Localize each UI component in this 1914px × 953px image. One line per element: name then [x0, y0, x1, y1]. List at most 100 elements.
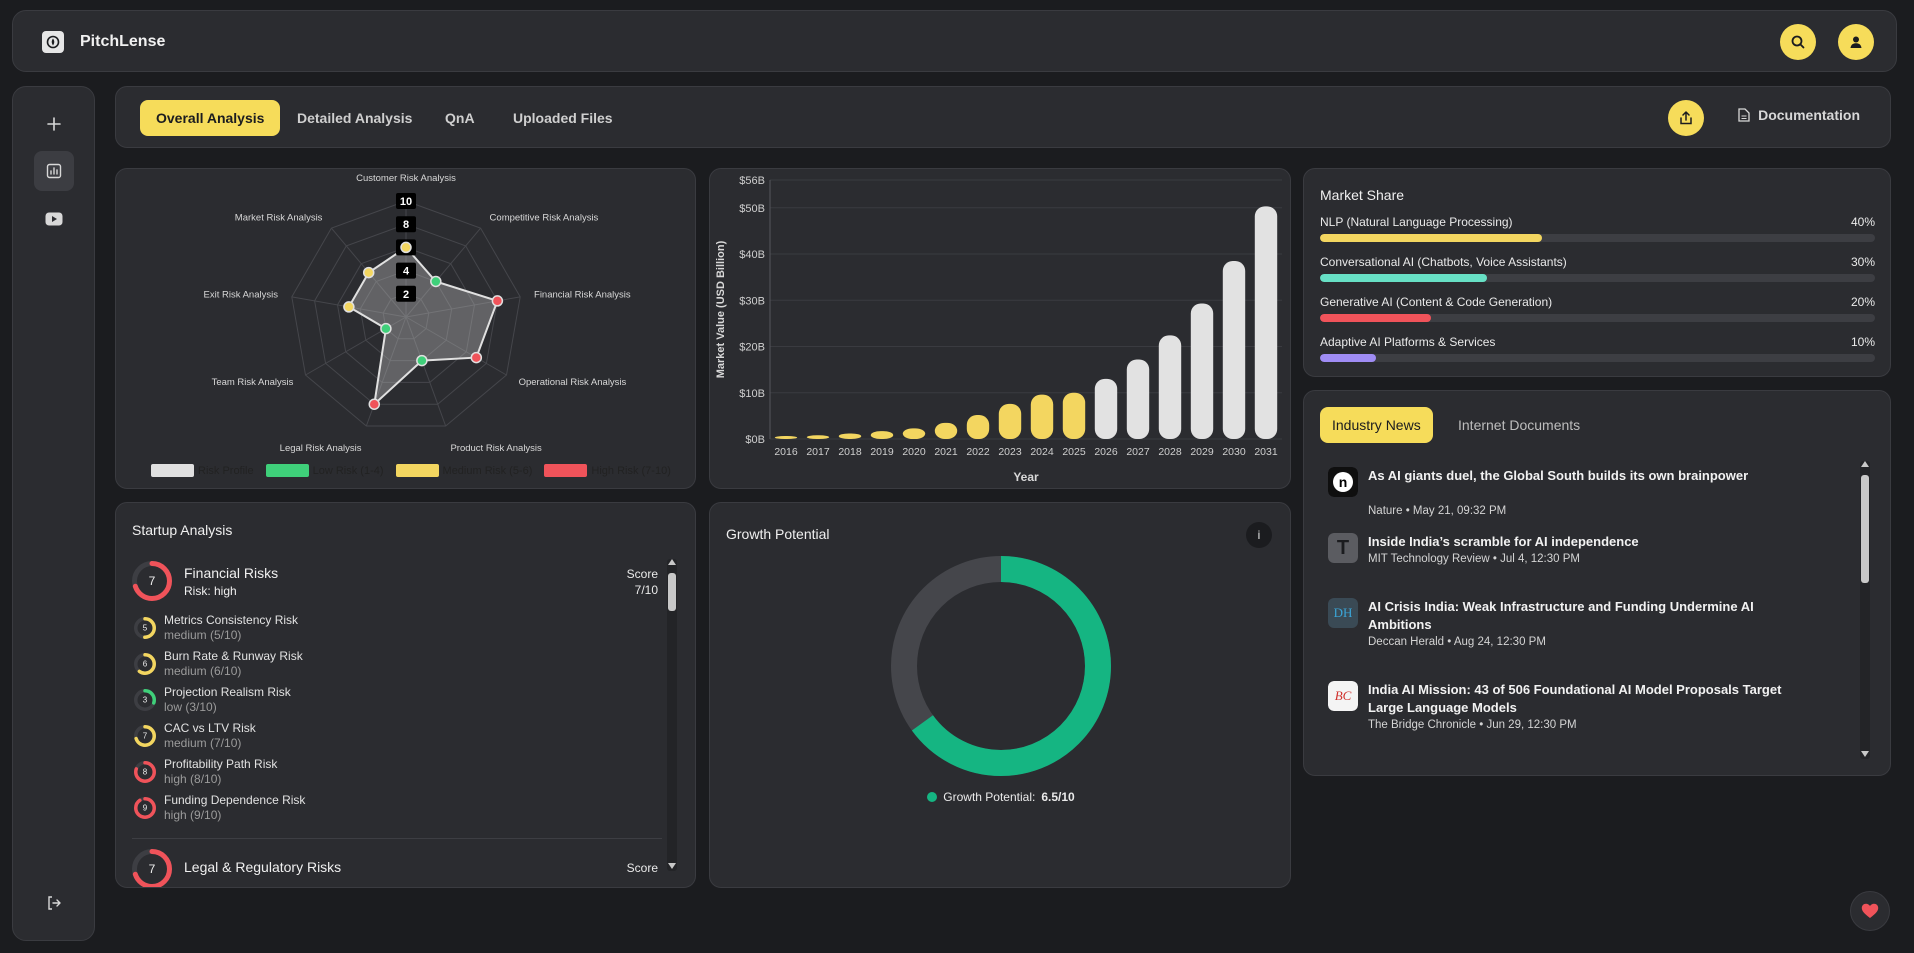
dashboard-button[interactable] [34, 151, 74, 191]
radar-point [400, 241, 412, 254]
new-analysis-button[interactable] [34, 104, 74, 144]
radar-tick-label: 2 [403, 289, 409, 301]
bar-2024 [1030, 394, 1054, 439]
sub-risk-level: high (8/10) [164, 772, 222, 786]
video-button[interactable] [34, 199, 74, 239]
sub-risk-item[interactable]: 7 CAC vs LTV Risk medium (7/10) [134, 721, 584, 757]
sub-risk-ring-svg: 7 [134, 725, 156, 747]
radar-axis-label: Legal Risk Analysis [280, 443, 362, 454]
sub-risk-item[interactable]: 6 Burn Rate & Runway Risk medium (6/10) [134, 649, 584, 685]
radar-spoke [405, 316, 447, 427]
tab-industry-news[interactable]: Industry News [1320, 407, 1433, 443]
documentation-label: Documentation [1758, 107, 1860, 123]
market-value-bar-chart: $0B $10B $20B $30B $40B $50B $56B 2016 2017 2018 2… [715, 175, 1282, 484]
bar-2028 [1158, 335, 1182, 439]
bar-ytick-label: $40B [739, 249, 765, 261]
radar-tick-bg [396, 285, 416, 302]
startup-scrollbar[interactable] [667, 559, 677, 871]
news-title[interactable]: India AI Mission: 43 of 506 Foundational… [1368, 682, 1782, 715]
sub-risk-item[interactable]: 3 Projection Realism Risk low (3/10) [134, 685, 584, 721]
sub-risk-name: Projection Realism Risk [164, 685, 291, 699]
app-name: PitchLense [80, 33, 166, 50]
news-scrollbar[interactable] [1860, 461, 1870, 759]
svg-text:9: 9 [143, 804, 148, 813]
tab-overall-analysis[interactable]: Overall Analysis [140, 100, 281, 136]
sub-risk-level: low (3/10) [164, 700, 217, 714]
radar-point [416, 354, 428, 367]
scroll-down-arrow-icon[interactable] [1861, 751, 1869, 757]
bar-chart-icon [46, 163, 62, 179]
radar-grid-ring [336, 246, 476, 383]
logout-button[interactable] [34, 883, 74, 923]
bar-ytick-label: $10B [739, 388, 765, 400]
news-title[interactable]: Inside India’s scramble for AI independe… [1368, 534, 1639, 549]
sub-risk-ring: 7 [134, 725, 156, 752]
radar-axis-label: Financial Risk Analysis [534, 289, 631, 300]
market-share-fill [1320, 274, 1487, 282]
market-share-percent: 10% [1850, 335, 1875, 349]
scroll-up-arrow-icon[interactable] [668, 559, 676, 565]
startup-scroll-thumb[interactable] [668, 573, 676, 611]
market-share-percent: 20% [1850, 295, 1875, 309]
sub-risk-item[interactable]: 5 Metrics Consistency Risk medium (5/10) [134, 613, 584, 649]
tab-detailed-analysis[interactable]: Detailed Analysis [297, 110, 413, 126]
risk-category-legal-regulatory[interactable]: 7 Legal & Regulatory Risks Score [132, 849, 672, 887]
sub-risk-ring: 6 [134, 653, 156, 680]
radar-axis-label: Exit Risk Analysis [204, 289, 279, 300]
sub-risk-level: medium (5/10) [164, 628, 242, 642]
svg-text:6: 6 [143, 660, 148, 669]
sub-risk-item[interactable]: 9 Funding Dependence Risk high (9/10) [134, 793, 584, 829]
news-title[interactable]: AI Crisis India: Weak Infrastructure and… [1368, 599, 1754, 632]
bar-ytick-label: $30B [739, 295, 765, 307]
mit-tr-icon: T [1328, 533, 1358, 563]
profile-button[interactable] [1838, 24, 1874, 60]
tab-internet-documents[interactable]: Internet Documents [1458, 417, 1581, 433]
radar-tick-label: 8 [403, 219, 409, 231]
risk-category-name: Financial Risks [184, 565, 279, 581]
market-share-percent: 40% [1850, 215, 1875, 229]
radar-grid-ring [382, 293, 430, 340]
radar-axis-label: Product Risk Analysis [450, 443, 542, 454]
bar-2029 [1190, 303, 1214, 439]
documentation-button[interactable]: Documentation [1738, 107, 1860, 123]
bar-2023 [998, 403, 1022, 439]
market-share-label: Generative AI (Content & Code Generation… [1320, 295, 1553, 309]
startup-analysis-card: Startup Analysis 7 Financial Risks Risk: h… [115, 502, 696, 888]
news-scroll-thumb[interactable] [1861, 475, 1869, 583]
radar-point [368, 398, 381, 410]
favorite-button[interactable] [1850, 891, 1890, 931]
market-share-track [1320, 234, 1875, 242]
info-icon[interactable]: i [1246, 522, 1272, 548]
bar-xtick-label: 2021 [934, 446, 958, 458]
bar-2031 [1254, 206, 1278, 439]
news-title[interactable]: As AI giants duel, the Global South buil… [1368, 468, 1749, 483]
sub-risk-item[interactable]: 8 Profitability Path Risk high (8/10) [134, 757, 584, 793]
bar-xtick-label: 2024 [1030, 446, 1054, 458]
svg-text:7: 7 [143, 732, 148, 741]
deccan-herald-icon: DH [1328, 598, 1358, 628]
bar-y-axis-title: Market Value (USD Billion) [715, 240, 727, 378]
risk-score-ring-svg: 7 [132, 849, 172, 887]
news-meta: Nature • May 21, 09:32 PM [1368, 505, 1507, 517]
share-button[interactable] [1668, 100, 1704, 136]
growth-donut-chart [891, 556, 1111, 776]
bar-xtick-label: 2017 [806, 446, 830, 458]
market-share-label: Adaptive AI Platforms & Services [1320, 335, 1496, 349]
scroll-up-arrow-icon[interactable] [1861, 461, 1869, 467]
search-button[interactable] [1780, 24, 1816, 60]
growth-donut-value-arc [891, 556, 1111, 776]
bar-xtick-label: 2018 [838, 446, 862, 458]
tab-uploaded-files[interactable]: Uploaded Files [513, 110, 613, 126]
sidebar [12, 86, 95, 941]
svg-text:7: 7 [149, 574, 156, 588]
sub-risk-name: Profitability Path Risk [164, 757, 278, 771]
svg-text:3: 3 [143, 696, 148, 705]
risk-category-level: Risk: high [184, 584, 237, 598]
bridge-chronicle-icon: BC [1328, 681, 1358, 711]
sub-risk-ring: 8 [134, 761, 156, 788]
scroll-down-arrow-icon[interactable] [668, 863, 676, 869]
tab-qna[interactable]: QnA [445, 110, 475, 126]
bar-xtick-label: 2031 [1254, 446, 1278, 458]
risk-category-financial[interactable]: 7 Financial Risks Risk: high Score 7/10 [132, 561, 672, 607]
youtube-icon [45, 212, 63, 226]
